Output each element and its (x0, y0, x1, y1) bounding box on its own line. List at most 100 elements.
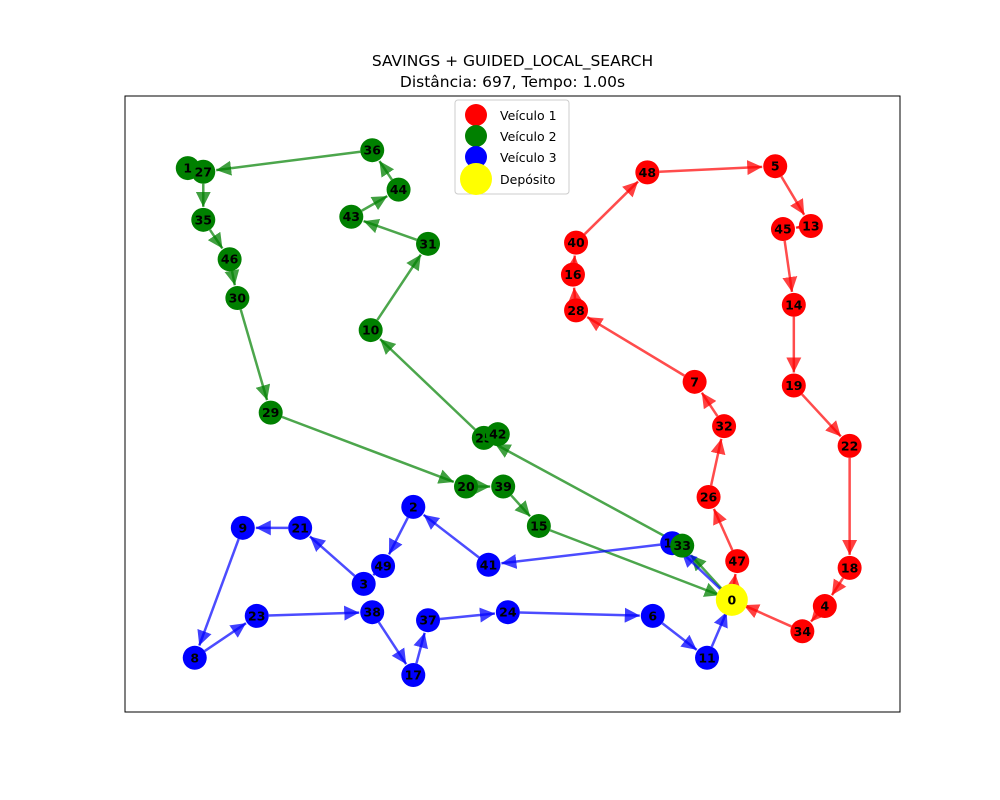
node-7 (682, 369, 707, 394)
route-edge-vehicle-3-9-8 (197, 538, 240, 647)
node-17 (401, 663, 426, 688)
route-edge-vehicle-2-25-10 (379, 338, 476, 431)
route-edge-vehicle-1-19-22 (801, 393, 842, 438)
node-18 (837, 555, 862, 580)
node-29 (258, 400, 283, 425)
legend-label-vehicle-2: Veículo 2 (500, 129, 557, 144)
node-label-21: 21 (291, 520, 308, 535)
node-label-26: 26 (700, 490, 718, 505)
legend-marker-depot (460, 163, 492, 195)
node-label-31: 31 (419, 236, 436, 251)
node-2 (401, 494, 426, 519)
node-label-20: 20 (457, 479, 475, 494)
node-35 (191, 207, 216, 232)
node-label-11: 11 (698, 650, 715, 665)
node-label-44: 44 (390, 182, 408, 197)
route-edge-vehicle-1-28-16 (567, 287, 583, 304)
node-label-34: 34 (794, 624, 812, 639)
route-edge-vehicle-1-32-7 (700, 391, 719, 417)
node-4 (812, 594, 837, 619)
route-edge-vehicle-1-16-40 (565, 255, 581, 272)
node-9 (230, 515, 255, 540)
node-label-15: 15 (530, 518, 547, 533)
route-edge-vehicle-1-7-28 (586, 316, 685, 377)
node-label-47: 47 (729, 554, 746, 569)
node-47 (725, 549, 750, 574)
node-49 (371, 554, 396, 579)
route-edge-vehicle-1-26-32 (709, 438, 726, 486)
node-20 (454, 474, 478, 499)
route-edge-vehicle-1-40-48 (583, 180, 639, 236)
node-label-4: 4 (820, 599, 829, 614)
route-edge-vehicle-3-11-0 (710, 611, 728, 648)
node-48 (635, 160, 660, 185)
node-30 (225, 286, 250, 311)
node-label-37: 37 (419, 613, 436, 628)
node-19 (781, 373, 806, 398)
node-39 (491, 474, 516, 499)
route-edge-vehicle-1-5-13 (780, 175, 806, 216)
node-13 (798, 213, 823, 238)
node-32 (712, 414, 737, 439)
node-45 (770, 217, 795, 242)
route-edge-vehicle-1-45-14 (782, 240, 798, 293)
node-label-19: 19 (785, 378, 802, 393)
node-label-45: 45 (774, 222, 791, 237)
route-edge-vehicle-2-39-15 (510, 494, 532, 518)
node-42 (485, 422, 510, 447)
route-edge-vehicle-2-35-46 (207, 229, 224, 250)
legend-label-vehicle-1: Veículo 1 (500, 108, 557, 123)
node-6 (640, 603, 665, 628)
node-36 (360, 138, 385, 163)
node-27 (191, 159, 216, 184)
route-edge-vehicle-3-23-38 (268, 605, 360, 621)
node-label-24: 24 (499, 605, 517, 620)
node-label-3: 3 (359, 576, 368, 591)
depot-node-label: 0 (727, 592, 736, 607)
node-21 (288, 515, 313, 540)
route-edge-vehicle-3-24-6 (519, 607, 640, 623)
route-edge-vehicle-2-46-30 (224, 269, 240, 286)
route-edge-vehicle-2-31-43 (363, 218, 418, 242)
route-edge-vehicle-3-12-41 (501, 543, 661, 569)
route-edge-vehicle-2-10-31 (376, 253, 422, 321)
node-label-40: 40 (567, 235, 585, 250)
route-edge-vehicle-1-47-26 (712, 508, 734, 551)
node-28 (564, 298, 589, 323)
node-label-36: 36 (364, 143, 382, 158)
route-edge-vehicle-3-6-11 (661, 622, 698, 651)
node-label-6: 6 (648, 608, 657, 623)
node-label-18: 18 (841, 560, 858, 575)
node-label-9: 9 (238, 520, 247, 535)
chart-subtitle: Distância: 697, Tempo: 1.00s (400, 73, 625, 91)
route-edge-vehicle-2-43-44 (361, 195, 388, 212)
node-43 (339, 204, 364, 229)
node-23 (244, 603, 269, 628)
depot-node (715, 583, 748, 616)
node-label-2: 2 (409, 499, 418, 514)
route-edge-vehicle-2-36-27 (216, 150, 361, 176)
route-edge-vehicle-3-2-49 (387, 516, 409, 556)
node-label-13: 13 (802, 218, 819, 233)
node-31 (416, 231, 441, 256)
node-label-43: 43 (343, 209, 360, 224)
node-label-29: 29 (262, 405, 279, 420)
route-edge-vehicle-1-34-0 (743, 604, 792, 628)
node-label-49: 49 (374, 559, 391, 574)
node-44 (386, 177, 411, 202)
node-label-28: 28 (567, 303, 584, 318)
node-label-5: 5 (771, 159, 780, 174)
node-14 (781, 292, 806, 317)
node-24 (495, 600, 520, 625)
node-15 (526, 513, 551, 538)
node-label-42: 42 (489, 427, 506, 442)
route-edge-vehicle-1-48-5 (659, 160, 763, 176)
route-edge-vehicle-3-0-12 (680, 551, 724, 593)
node-label-32: 32 (715, 419, 732, 434)
node-41 (476, 552, 501, 577)
node-3 (351, 571, 376, 596)
node-label-8: 8 (190, 650, 199, 665)
route-edge-vehicle-2-29-20 (281, 415, 455, 484)
route-edges (195, 150, 858, 665)
